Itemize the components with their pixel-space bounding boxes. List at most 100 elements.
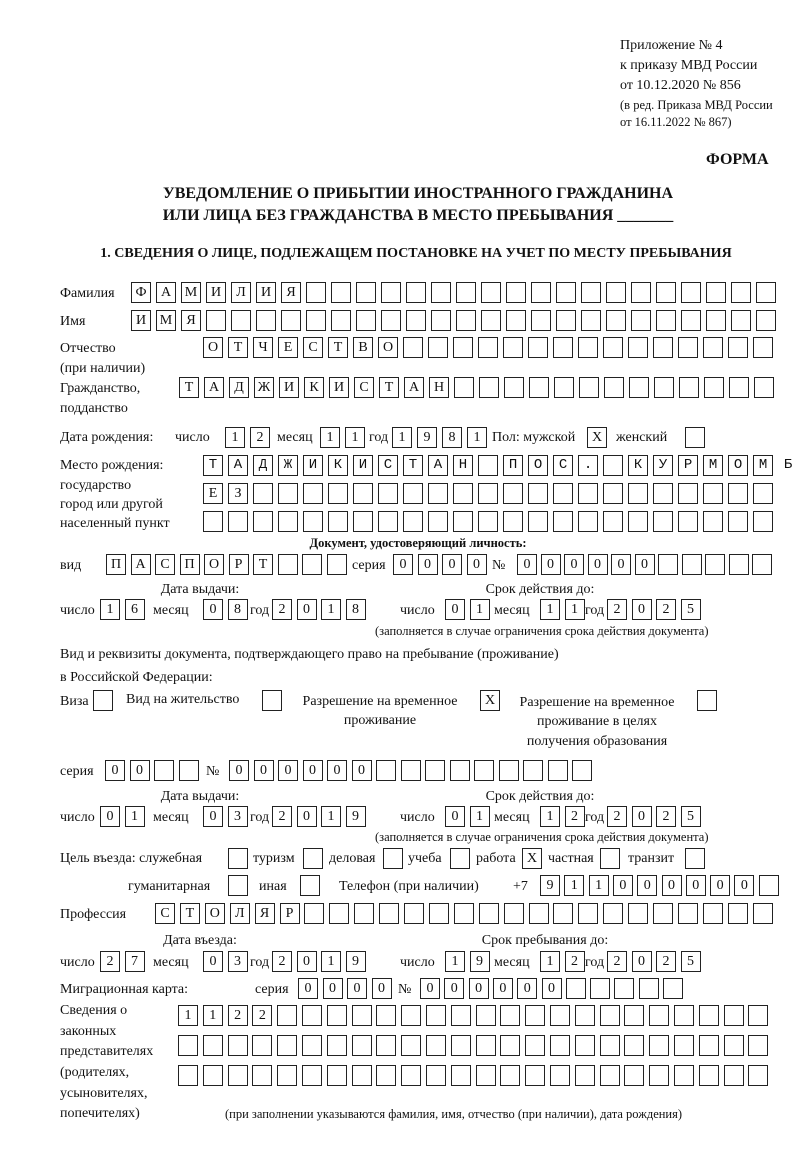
birthplace-3-cell[interactable] (328, 511, 348, 532)
name-cell[interactable] (406, 310, 426, 331)
reps-2-cell[interactable] (401, 1035, 422, 1056)
surname-cell[interactable] (481, 282, 501, 303)
profession-cell[interactable] (329, 903, 350, 924)
reps-1-cell[interactable] (326, 1005, 347, 1026)
name-cell[interactable] (456, 310, 476, 331)
birthplace-1-cell[interactable] (453, 455, 473, 476)
surname-cell[interactable]: А (156, 282, 176, 303)
birthplace-2-cell[interactable] (553, 483, 573, 504)
birth-day-cell[interactable]: 2 (250, 427, 270, 448)
reps-1-cell[interactable] (475, 1005, 496, 1026)
stay-year-cell[interactable]: 5 (680, 951, 701, 972)
id-valid-day-cell[interactable]: 1 (469, 599, 490, 620)
birthplace-3-cell[interactable] (528, 511, 548, 532)
birth-day-cell[interactable]: 1 (225, 427, 245, 448)
surname-cell[interactable] (381, 282, 401, 303)
stay-year-cell[interactable]: 0 (631, 951, 652, 972)
phone-cell[interactable]: 0 (661, 875, 682, 896)
mc-number-cell[interactable]: 0 (492, 978, 513, 999)
birthplace-1-cell[interactable] (728, 455, 748, 476)
citizenship-cell[interactable] (629, 377, 649, 398)
reps-1-cell[interactable] (674, 1005, 694, 1026)
mc-series-cell[interactable]: 0 (322, 978, 343, 999)
citizenship-cell[interactable] (504, 377, 524, 398)
birthplace-2-cell[interactable] (278, 483, 298, 504)
birth-year-cell[interactable]: 9 (417, 427, 437, 448)
reps-2-cell[interactable] (302, 1035, 322, 1056)
reps-3-cell[interactable] (550, 1065, 570, 1086)
birthplace-1-cell[interactable] (328, 455, 348, 476)
mc-number-cell[interactable] (638, 978, 659, 999)
patronymic-cell[interactable] (703, 337, 723, 358)
profession-cell[interactable]: Я (254, 903, 275, 924)
profession-cell[interactable] (677, 903, 698, 924)
phone-cell[interactable]: 1 (564, 875, 585, 896)
patronymic-cell[interactable]: Т (228, 337, 248, 358)
birthplace-1-cell[interactable] (353, 455, 373, 476)
surname-cell[interactable] (406, 282, 426, 303)
profession-cell[interactable]: Р (279, 903, 300, 924)
name-cell[interactable] (481, 310, 501, 331)
name-cell[interactable] (631, 310, 651, 331)
patronymic-cell[interactable] (578, 337, 598, 358)
id-kind-cell[interactable]: П (106, 554, 126, 575)
citizenship-cell[interactable] (654, 377, 674, 398)
id-series-cell[interactable]: 0 (466, 554, 487, 575)
surname-cell[interactable]: Я (281, 282, 301, 303)
mc-series-cell[interactable]: 0 (371, 978, 392, 999)
p-humanitarian-cell[interactable] (228, 875, 248, 896)
patronymic-cell[interactable]: О (378, 337, 398, 358)
reps-3-cell[interactable] (649, 1065, 670, 1086)
rd-issue-year-cell[interactable]: 0 (296, 806, 317, 827)
birthplace-2-cell[interactable]: З (228, 483, 248, 504)
rd-number-cell[interactable]: 0 (302, 760, 323, 781)
birthplace-2-cell[interactable] (753, 483, 773, 504)
p-study-cell[interactable] (450, 848, 470, 869)
birthplace-1-cell[interactable] (578, 455, 598, 476)
birthplace-1-cell[interactable] (678, 455, 698, 476)
surname-cell[interactable] (681, 282, 701, 303)
birthplace-2-cell[interactable] (328, 483, 348, 504)
doc-visa-cell[interactable] (93, 690, 113, 711)
birthplace-3-cell[interactable] (453, 511, 473, 532)
reps-2-cell[interactable] (525, 1035, 546, 1056)
name-cell[interactable] (681, 310, 701, 331)
reps-2-cell[interactable] (326, 1035, 347, 1056)
reps-3-cell[interactable] (326, 1065, 347, 1086)
phone-cell[interactable]: 0 (637, 875, 658, 896)
surname-cell[interactable] (356, 282, 376, 303)
sex-female-cell[interactable] (685, 427, 705, 448)
profession-cell[interactable] (702, 903, 723, 924)
birthplace-2-cell[interactable] (603, 483, 623, 504)
birthplace-3-cell[interactable] (603, 511, 623, 532)
p-other-cell[interactable] (300, 875, 320, 896)
rd-number-cell[interactable] (400, 760, 421, 781)
reps-2-cell[interactable] (649, 1035, 670, 1056)
rd-valid-month-cell[interactable]: 2 (564, 806, 585, 827)
reps-3-cell[interactable] (674, 1065, 694, 1086)
reps-2-cell[interactable] (674, 1035, 694, 1056)
reps-2-cell[interactable] (723, 1035, 744, 1056)
rd-valid-day-cell[interactable]: 0 (445, 806, 465, 827)
id-number-cell[interactable]: 0 (564, 554, 584, 575)
birthplace-3-cell[interactable] (653, 511, 673, 532)
name-cell[interactable] (231, 310, 251, 331)
rd-number-cell[interactable] (425, 760, 445, 781)
birthplace-3-cell[interactable] (428, 511, 448, 532)
profession-cell[interactable]: О (204, 903, 225, 924)
birthplace-3-cell[interactable] (253, 511, 273, 532)
reps-3-cell[interactable] (450, 1065, 471, 1086)
citizenship-cell[interactable]: А (404, 377, 424, 398)
rd-issue-year-cell[interactable]: 1 (321, 806, 341, 827)
p-official-cell[interactable] (228, 848, 248, 869)
phone-cell[interactable]: 0 (734, 875, 755, 896)
birthplace-1-cell[interactable] (503, 455, 523, 476)
reps-1-cell[interactable] (401, 1005, 422, 1026)
birthplace-3-cell[interactable] (353, 511, 373, 532)
surname-cell[interactable]: Л (231, 282, 251, 303)
patronymic-cell[interactable]: Ч (253, 337, 273, 358)
rd-number-cell[interactable] (376, 760, 396, 781)
entry-year-cell[interactable]: 0 (296, 951, 317, 972)
name-cell[interactable] (706, 310, 726, 331)
name-cell[interactable]: И (131, 310, 151, 331)
